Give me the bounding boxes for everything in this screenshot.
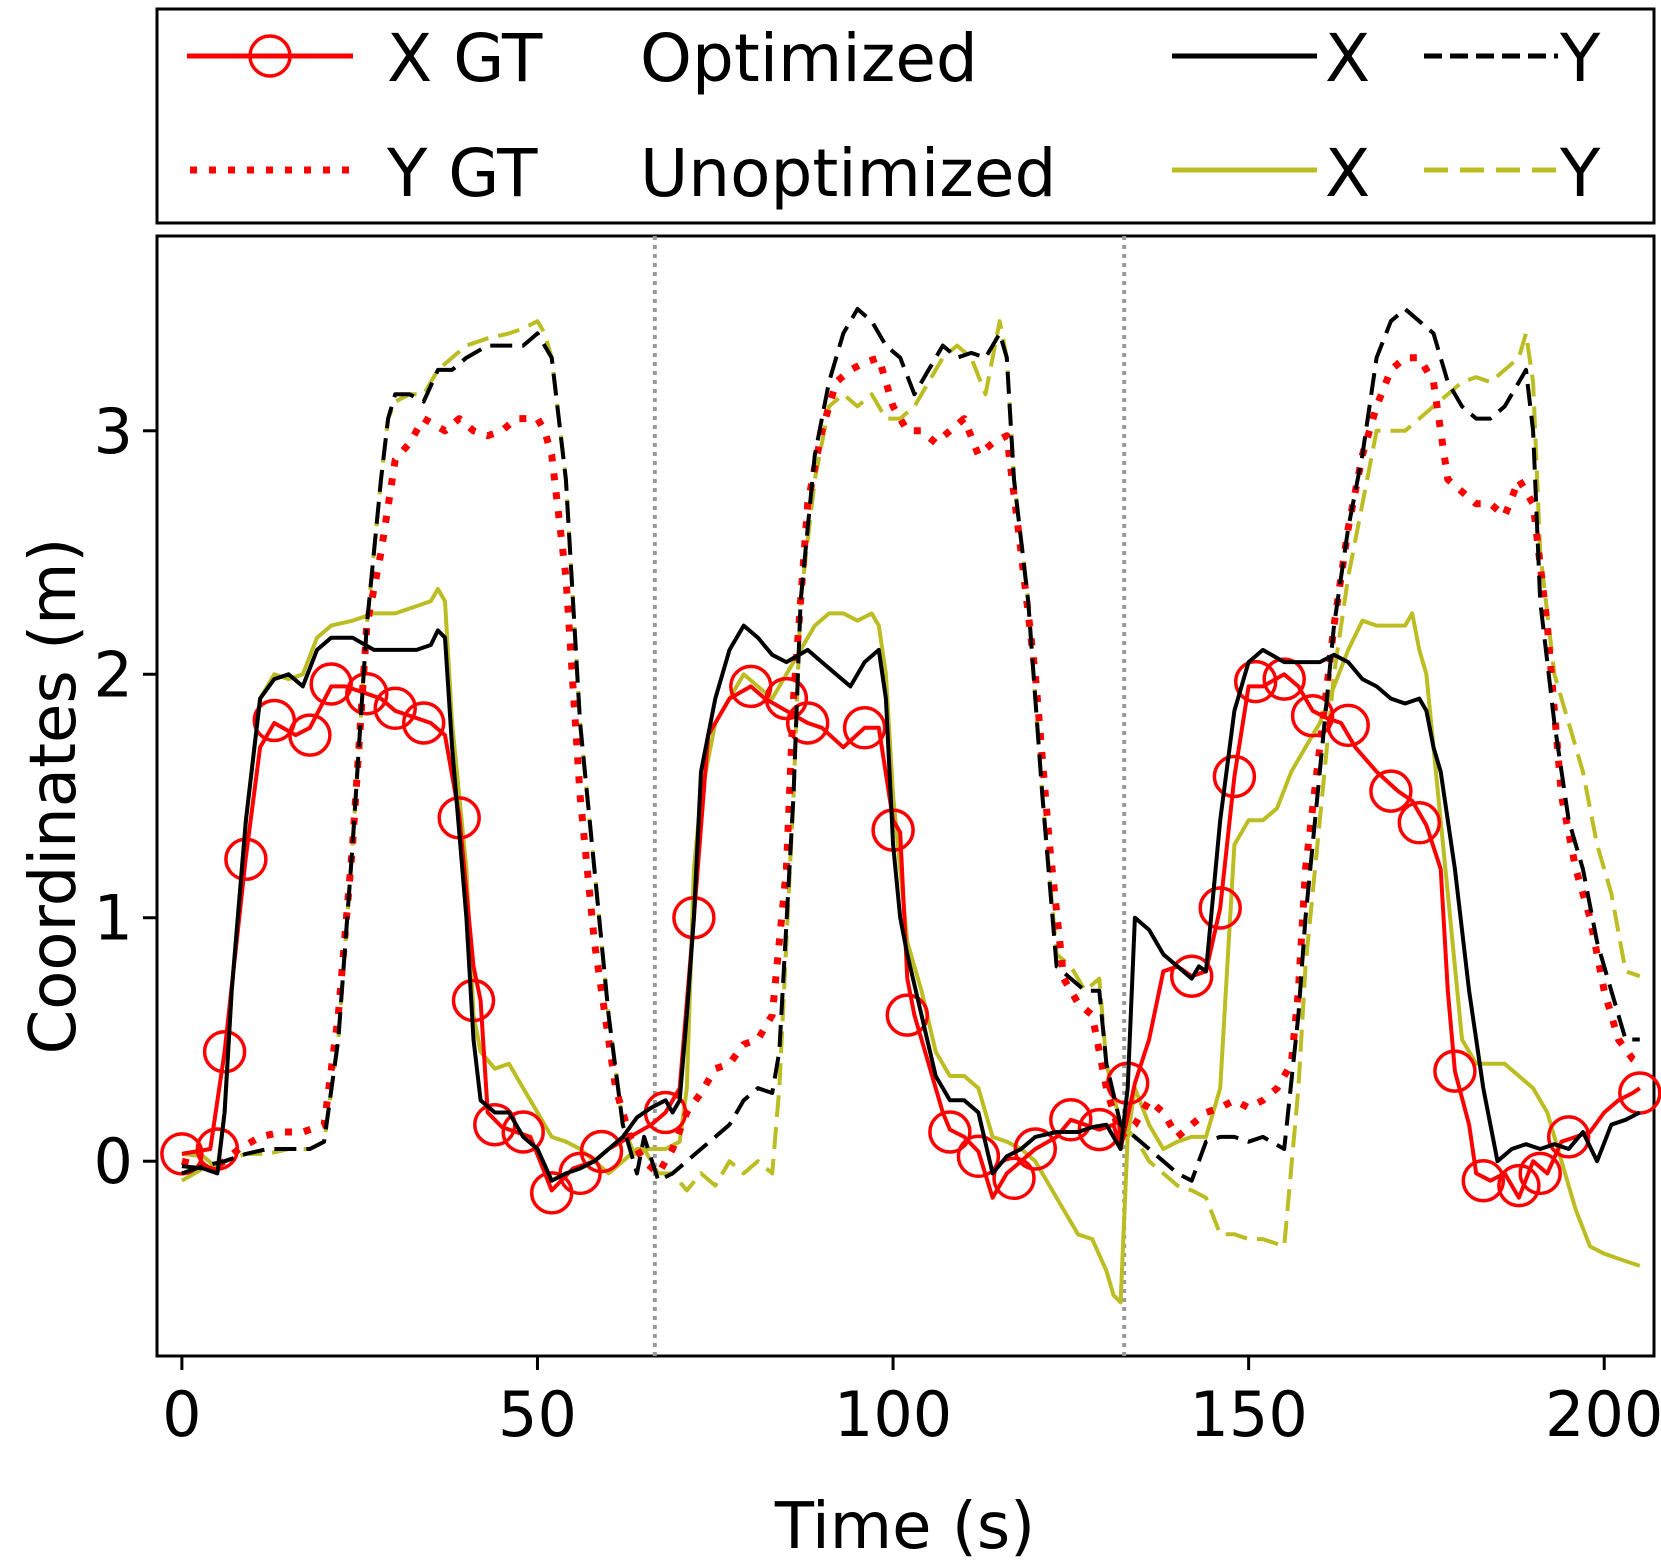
marker-x-gt-43: [1497, 1163, 1541, 1208]
series-line-y-gt: [181, 354, 1642, 1177]
marker-x-gt-28: [1013, 1127, 1058, 1171]
x-tick-label-0: 0: [162, 1378, 201, 1451]
marker-x-gt-16: [579, 1129, 624, 1174]
marker-x-gt-0: [160, 1132, 204, 1176]
legend-label-opt-y: Y: [1559, 20, 1601, 97]
y-tick-label-2: 2: [94, 638, 133, 711]
marker-x-gt-36: [1262, 657, 1306, 701]
marker-x-gt-38: [1326, 703, 1370, 748]
marker-x-gt-34: [1212, 754, 1257, 799]
marker-x-gt-25: [928, 1110, 972, 1154]
marker-x-gt-41: [1433, 1049, 1477, 1093]
x-tick-label-4: 200: [1545, 1378, 1661, 1451]
series-line-unopt-y: [180, 319, 1641, 1249]
marker-x-gt-40: [1397, 801, 1442, 845]
marker-x-gt-9: [401, 701, 446, 745]
y-tick-label-3: 3: [94, 395, 133, 468]
legend-label-opt-x: X: [1325, 20, 1370, 97]
legend-label-x-gt: X GT: [387, 20, 543, 97]
x-axis-label: Time (s): [774, 1490, 1035, 1563]
phase-separators: [652, 236, 1127, 1356]
marker-x-gt-32: [1169, 954, 1214, 998]
legend-label-y-gt: Y GT: [386, 135, 538, 212]
marker-x-gt-7: [345, 671, 389, 716]
x-axis-ticks: 0 50 100 150 200: [162, 1356, 1661, 1451]
marker-x-gt-24: [885, 993, 930, 1037]
marker-x-gt-8: [373, 686, 417, 731]
y-tick-label-0: 0: [94, 1125, 133, 1198]
marker-x-gt-13: [501, 1110, 545, 1154]
marker-x-gt-2: [202, 1029, 247, 1074]
legend-frame: [155, 7, 1656, 225]
marker-x-gt-27: [992, 1156, 1036, 1201]
y-tick-label-1: 1: [94, 882, 133, 955]
marker-x-gt-45: [1546, 1115, 1591, 1159]
marker-x-gt-33: [1198, 886, 1242, 930]
marker-x-gt-42: [1461, 1158, 1506, 1203]
y-axis-label: Coordinates (m): [17, 538, 91, 1055]
marker-x-gt-22: [842, 706, 887, 750]
marker-x-gt-35: [1233, 659, 1278, 704]
legend-label-unopt-y: Y: [1559, 135, 1601, 212]
x-tick-label-1: 50: [498, 1378, 577, 1451]
marker-x-gt-5: [288, 713, 332, 757]
legend: X GT Y GT Optimized Unoptimized X Y X Y: [155, 7, 1656, 225]
marker-x-gt-29: [1049, 1098, 1093, 1142]
legend-group-unoptimized: Unoptimized: [640, 135, 1056, 212]
x-tick-label-2: 100: [834, 1378, 952, 1451]
legend-group-optimized: Optimized: [640, 20, 978, 97]
x-tick-label-3: 150: [1189, 1378, 1307, 1451]
series-line-opt-y: [181, 307, 1640, 1183]
marker-x-gt-44: [1518, 1151, 1562, 1196]
marker-x-gt-26: [956, 1134, 1001, 1179]
marker-x-gt-21: [785, 701, 830, 745]
series-line-opt-x: [181, 623, 1641, 1183]
y-axis-ticks: 0 1 2 3: [94, 395, 157, 1198]
series-layer: [160, 307, 1661, 1305]
legend-label-unopt-x: X: [1325, 135, 1370, 212]
legend-swatch-x-gt-marker: [248, 34, 292, 78]
marker-x-gt-39: [1369, 769, 1413, 813]
plot-area: [155, 234, 1656, 1358]
